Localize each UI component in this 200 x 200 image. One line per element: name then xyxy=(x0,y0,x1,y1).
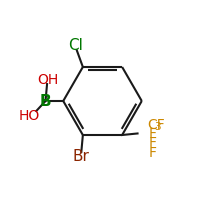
Text: F: F xyxy=(148,136,156,150)
Text: HO: HO xyxy=(19,109,40,123)
Text: B: B xyxy=(40,94,51,108)
Text: CF: CF xyxy=(148,118,165,132)
Text: Br: Br xyxy=(73,149,90,164)
Text: F: F xyxy=(148,127,156,141)
Text: Cl: Cl xyxy=(68,38,83,53)
Text: F: F xyxy=(148,146,156,160)
Text: 3: 3 xyxy=(154,122,161,132)
Text: OH: OH xyxy=(37,73,58,87)
